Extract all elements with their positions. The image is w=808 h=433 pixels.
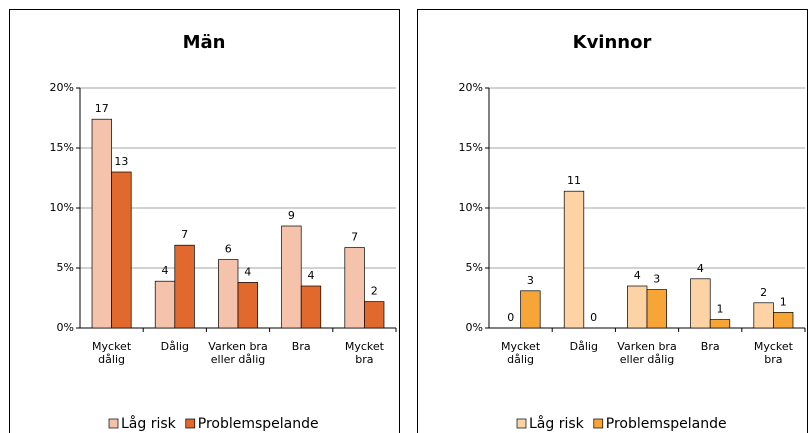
data-label: 7 — [181, 228, 188, 241]
bar — [237, 282, 258, 329]
data-label: 1 — [716, 303, 723, 316]
legend-swatch — [516, 418, 527, 429]
data-label: 7 — [351, 231, 358, 244]
bar — [91, 118, 112, 329]
data-label: 4 — [697, 262, 704, 275]
y-tick-label: 15% — [50, 141, 74, 154]
legend-label: Låg risk — [529, 415, 585, 432]
x-tick-label: Varken bra eller dålig — [617, 340, 677, 366]
y-tick-label: 10% — [50, 201, 74, 214]
data-label: 9 — [288, 209, 295, 222]
x-tick-label: Mycket bra — [344, 340, 384, 366]
legend-swatch — [108, 418, 119, 429]
bar — [154, 280, 176, 329]
chart-frame — [9, 9, 400, 433]
y-tick-label: 5% — [466, 261, 483, 274]
y-tick-label: 15% — [459, 141, 483, 154]
data-label: 13 — [114, 155, 128, 168]
chart-title: Män — [183, 32, 226, 53]
legend-label: Låg risk — [121, 415, 177, 432]
bar — [344, 247, 365, 329]
legend-label: Problemspelande — [606, 416, 727, 432]
data-label: 3 — [653, 273, 660, 286]
chart-frame — [417, 9, 808, 433]
legend-swatch — [593, 418, 604, 429]
y-tick-label: 0% — [57, 321, 74, 334]
data-label: 17 — [95, 102, 109, 115]
bar — [364, 301, 385, 329]
data-label: 4 — [162, 264, 169, 277]
data-label: 4 — [634, 269, 641, 282]
bar — [753, 302, 774, 329]
bar — [646, 289, 667, 329]
x-tick-label: Mycket dålig — [501, 340, 541, 366]
data-label: 3 — [527, 274, 534, 287]
y-tick-label: 10% — [459, 201, 483, 214]
data-label: 2 — [760, 286, 767, 299]
x-tick-label: Bra — [700, 340, 720, 353]
bar — [300, 285, 322, 329]
bar — [773, 312, 794, 329]
x-tick-label: Mycket bra — [753, 340, 793, 366]
y-tick-label: 5% — [57, 261, 74, 274]
legend-label: Problemspelande — [198, 416, 319, 432]
bar — [281, 225, 302, 329]
bar — [218, 259, 239, 329]
data-label: 11 — [567, 174, 581, 187]
bar — [627, 285, 648, 329]
legend-swatch — [185, 418, 196, 429]
x-tick-label: Dålig — [160, 340, 189, 353]
y-tick-label: 0% — [466, 321, 483, 334]
bar — [709, 319, 731, 329]
x-tick-label: Varken bra eller dålig — [208, 340, 268, 366]
data-label: 4 — [307, 269, 314, 282]
data-label: 2 — [371, 285, 378, 298]
bar — [111, 171, 132, 329]
bar — [690, 278, 711, 329]
x-tick-label: Bra — [291, 340, 311, 353]
x-tick-label: Dålig — [569, 340, 598, 353]
x-tick-label: Mycket dålig — [92, 340, 132, 366]
y-tick-label: 20% — [459, 81, 483, 94]
bar — [563, 190, 585, 329]
data-label: 6 — [225, 243, 232, 256]
data-label: 0 — [590, 311, 597, 324]
bar — [520, 290, 541, 329]
data-label: 1 — [780, 295, 787, 308]
bar — [174, 244, 195, 329]
data-label: 4 — [244, 265, 251, 278]
chart-title: Kvinnor — [573, 32, 652, 53]
data-label: 0 — [507, 311, 514, 324]
y-tick-label: 20% — [50, 81, 74, 94]
